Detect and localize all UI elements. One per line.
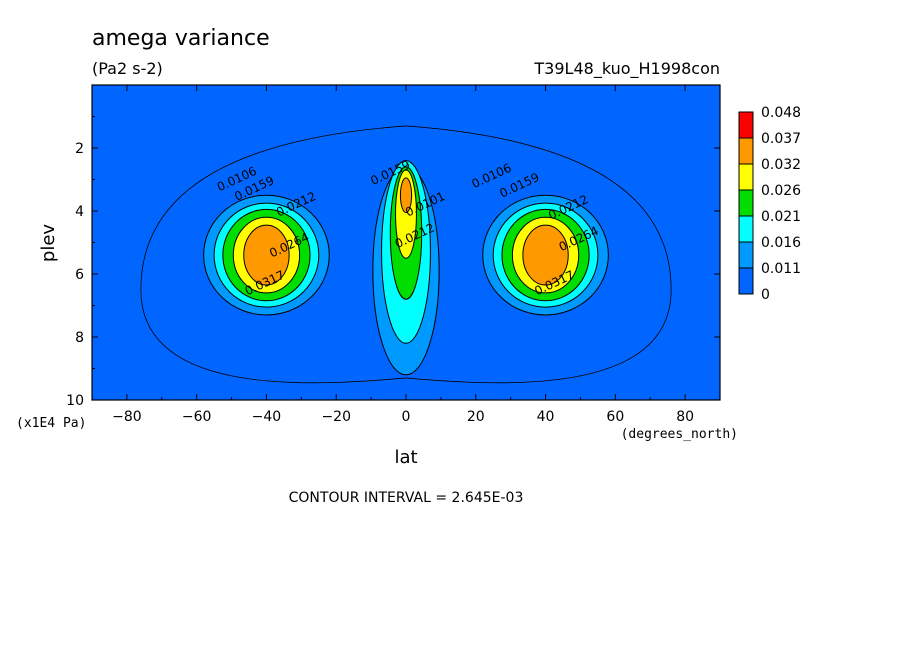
colorbar-swatch xyxy=(738,137,754,165)
colorbar-label: 0.032 xyxy=(761,157,801,173)
x-axis-label: lat xyxy=(394,447,417,468)
colorbar-swatch xyxy=(738,111,754,139)
colorbar-label: 0 xyxy=(761,287,770,303)
chart-subtitle: (Pa2 s-2) xyxy=(92,59,163,78)
colorbar-label: 0.048 xyxy=(761,105,801,121)
y-axis-label: plev xyxy=(38,224,59,263)
x-tick-label: −60 xyxy=(182,409,212,425)
chart-title: amega variance xyxy=(92,26,270,51)
colorbar-label: 0.026 xyxy=(761,183,801,199)
contour-band xyxy=(522,224,569,286)
x-tick-label: 60 xyxy=(606,409,624,425)
colorbar-label: 0.021 xyxy=(761,209,801,225)
y-axis-units: (x1E4 Pa) xyxy=(16,416,86,431)
x-tick-label: 40 xyxy=(537,409,555,425)
colorbar: 0.048 0.037 0.032 0.026 0.021 0.016 0.011 0 xyxy=(738,105,801,303)
x-axis-units: (degrees_north) xyxy=(621,427,738,442)
x-tick-label: 20 xyxy=(467,409,485,425)
contour-band xyxy=(399,177,413,214)
colorbar-swatch xyxy=(738,267,754,295)
plot-area: 0.01060.01590.02120.02640.03170.01060.01… xyxy=(92,85,720,400)
colorbar-label: 0.016 xyxy=(761,235,801,251)
northern-lobe-contours xyxy=(482,194,609,316)
colorbar-swatch xyxy=(738,215,754,243)
colorbar-swatch xyxy=(738,241,754,269)
colorbar-swatch xyxy=(738,163,754,191)
equatorial-column-contours xyxy=(372,160,440,376)
contour-band xyxy=(243,224,290,286)
contour-interval: CONTOUR INTERVAL = 2.645E-03 xyxy=(289,490,524,506)
x-tick-label: −20 xyxy=(321,409,351,425)
x-tick-label: 0 xyxy=(402,409,411,425)
outer-contour xyxy=(140,125,672,384)
x-tick-label: 80 xyxy=(676,409,694,425)
x-tick-label: −40 xyxy=(252,409,282,425)
y-tick-label: 10 xyxy=(66,393,84,409)
run-label: T39L48_kuo_H1998con xyxy=(533,59,720,79)
southern-lobe-contours xyxy=(203,194,330,316)
x-tick-label: −80 xyxy=(112,409,142,425)
colorbar-label: 0.037 xyxy=(761,131,801,147)
colorbar-swatch xyxy=(738,189,754,217)
colorbar-label: 0.011 xyxy=(761,261,801,277)
y-tick-label: 6 xyxy=(75,267,84,283)
y-tick-label: 4 xyxy=(75,204,84,220)
y-tick-label: 8 xyxy=(75,330,84,346)
y-tick-label: 2 xyxy=(75,141,84,157)
